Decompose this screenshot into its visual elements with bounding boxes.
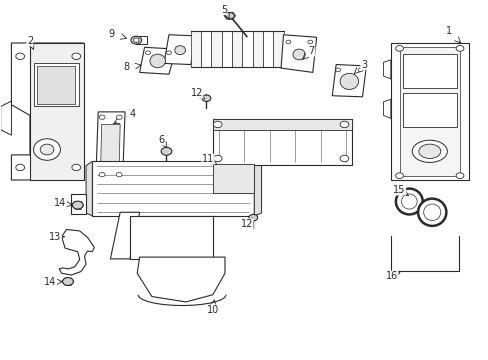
- Polygon shape: [263, 31, 273, 67]
- Text: 9: 9: [109, 29, 115, 39]
- Ellipse shape: [417, 199, 446, 226]
- Ellipse shape: [62, 278, 73, 285]
- Ellipse shape: [99, 115, 105, 120]
- Polygon shape: [212, 164, 254, 193]
- Ellipse shape: [131, 36, 142, 44]
- Ellipse shape: [34, 139, 61, 160]
- Polygon shape: [59, 229, 94, 275]
- Polygon shape: [212, 119, 351, 165]
- Ellipse shape: [225, 13, 234, 19]
- Ellipse shape: [72, 164, 81, 171]
- Polygon shape: [331, 64, 366, 97]
- Ellipse shape: [292, 49, 305, 60]
- Ellipse shape: [285, 40, 290, 44]
- Polygon shape: [383, 60, 390, 79]
- Bar: [37, 66, 75, 104]
- Ellipse shape: [133, 38, 139, 42]
- Text: 2: 2: [27, 36, 33, 46]
- Polygon shape: [281, 35, 316, 72]
- Ellipse shape: [455, 45, 463, 51]
- Polygon shape: [140, 47, 176, 74]
- Polygon shape: [390, 43, 468, 180]
- Ellipse shape: [40, 144, 54, 155]
- Polygon shape: [96, 112, 125, 180]
- Text: 12: 12: [240, 219, 253, 229]
- Ellipse shape: [418, 144, 440, 158]
- Ellipse shape: [72, 53, 81, 59]
- Ellipse shape: [145, 51, 150, 54]
- Text: 10: 10: [206, 305, 219, 315]
- Polygon shape: [190, 31, 201, 67]
- Polygon shape: [110, 212, 140, 259]
- Text: 6: 6: [158, 135, 164, 145]
- Polygon shape: [232, 31, 242, 67]
- Text: 3: 3: [360, 59, 366, 69]
- Polygon shape: [399, 47, 459, 176]
- Polygon shape: [101, 125, 120, 168]
- Text: 4: 4: [129, 109, 135, 119]
- Ellipse shape: [116, 115, 122, 120]
- Ellipse shape: [401, 194, 416, 209]
- Ellipse shape: [16, 164, 24, 171]
- Ellipse shape: [339, 121, 348, 128]
- Ellipse shape: [357, 68, 362, 72]
- Ellipse shape: [213, 155, 222, 162]
- Ellipse shape: [395, 45, 403, 51]
- Text: 1: 1: [446, 26, 451, 36]
- Bar: [402, 54, 456, 88]
- Ellipse shape: [150, 54, 165, 68]
- Polygon shape: [86, 161, 92, 216]
- Bar: [402, 93, 456, 127]
- Ellipse shape: [116, 172, 122, 177]
- Polygon shape: [211, 31, 221, 67]
- Ellipse shape: [395, 173, 403, 179]
- Ellipse shape: [99, 172, 105, 177]
- Ellipse shape: [202, 95, 210, 102]
- Polygon shape: [163, 35, 195, 64]
- Text: 5: 5: [221, 5, 227, 15]
- Ellipse shape: [423, 204, 440, 221]
- Ellipse shape: [72, 201, 83, 209]
- Ellipse shape: [161, 147, 171, 155]
- Polygon shape: [242, 31, 252, 67]
- Ellipse shape: [339, 155, 348, 162]
- Text: 13: 13: [49, 232, 61, 242]
- Polygon shape: [137, 257, 224, 302]
- Ellipse shape: [248, 215, 257, 221]
- Bar: [212, 119, 351, 130]
- Polygon shape: [201, 31, 211, 67]
- Ellipse shape: [16, 53, 24, 59]
- Polygon shape: [71, 194, 86, 214]
- Polygon shape: [383, 99, 390, 118]
- Ellipse shape: [395, 189, 422, 215]
- Polygon shape: [136, 36, 147, 44]
- Text: 8: 8: [123, 62, 129, 72]
- Polygon shape: [11, 43, 83, 180]
- Ellipse shape: [307, 40, 312, 44]
- Polygon shape: [254, 161, 261, 216]
- Ellipse shape: [411, 140, 447, 162]
- Text: 15: 15: [392, 185, 405, 195]
- Text: 14: 14: [44, 277, 57, 287]
- Text: 16: 16: [385, 271, 397, 281]
- Ellipse shape: [335, 68, 340, 72]
- Text: 14: 14: [54, 198, 66, 208]
- Text: 11: 11: [202, 154, 214, 164]
- Ellipse shape: [339, 73, 358, 89]
- Ellipse shape: [455, 173, 463, 179]
- Ellipse shape: [174, 46, 185, 55]
- Text: 7: 7: [308, 46, 314, 56]
- Text: 12: 12: [190, 88, 203, 98]
- Polygon shape: [30, 43, 83, 180]
- Ellipse shape: [166, 51, 171, 54]
- Bar: [34, 63, 79, 107]
- Polygon shape: [92, 161, 254, 216]
- Polygon shape: [273, 31, 283, 67]
- Polygon shape: [0, 101, 11, 135]
- Ellipse shape: [213, 121, 222, 128]
- Polygon shape: [252, 31, 263, 67]
- Polygon shape: [221, 31, 232, 67]
- Polygon shape: [130, 216, 212, 259]
